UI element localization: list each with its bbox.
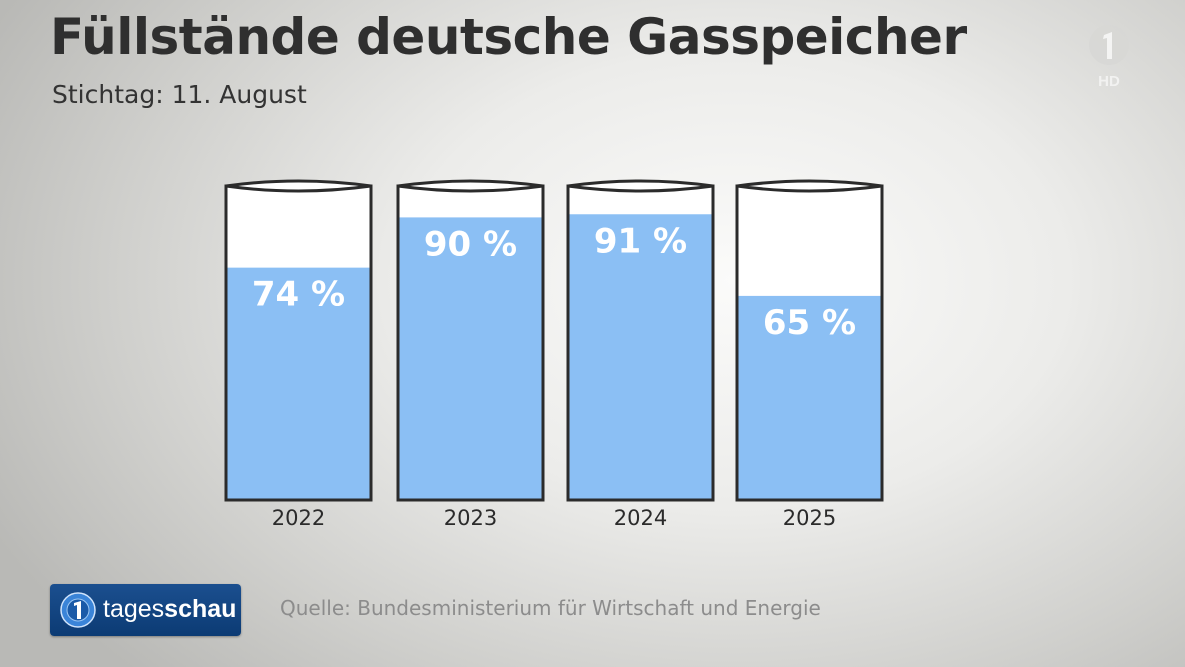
category-label-2025: 2025 bbox=[783, 506, 836, 530]
hd-badge: HD bbox=[1098, 73, 1120, 90]
value-label-2022: 74 % bbox=[252, 275, 345, 315]
bar-2024 bbox=[568, 214, 713, 500]
gas-storage-chart: 74 % 2022 90 % 2023 91 % 2024 65 % 2025 bbox=[224, 179, 884, 530]
value-label-2025: 65 % bbox=[763, 303, 856, 343]
category-label-2024: 2024 bbox=[614, 506, 667, 530]
chart-bars: 74 % 2022 90 % 2023 91 % 2024 65 % 2025 bbox=[224, 179, 884, 530]
tank-lid-2025 bbox=[736, 179, 883, 193]
category-label-2022: 2022 bbox=[272, 506, 325, 530]
source-note: Quelle: Bundesministerium für Wirtschaft… bbox=[280, 596, 821, 620]
tank-lid-2022 bbox=[225, 179, 372, 193]
tagesschau-wordmark: tagesschau bbox=[103, 595, 237, 623]
bar-2025 bbox=[737, 295, 882, 500]
tank-lid-2023 bbox=[397, 179, 544, 193]
value-label-2023: 90 % bbox=[424, 224, 517, 264]
bar-2023 bbox=[398, 217, 543, 500]
ard-one-icon: HD bbox=[1089, 25, 1129, 90]
chart-title: Füllstände deutsche Gasspeicher bbox=[50, 8, 967, 66]
value-label-2024: 91 % bbox=[594, 221, 687, 261]
tagesschau-globe-icon bbox=[60, 592, 96, 628]
category-label-2023: 2023 bbox=[444, 506, 497, 530]
bar-2022 bbox=[226, 267, 371, 500]
tagesschau-logo: tagesschau bbox=[50, 584, 241, 636]
chart-subtitle: Stichtag: 11. August bbox=[52, 80, 307, 109]
tank-lid-2024 bbox=[567, 179, 714, 193]
